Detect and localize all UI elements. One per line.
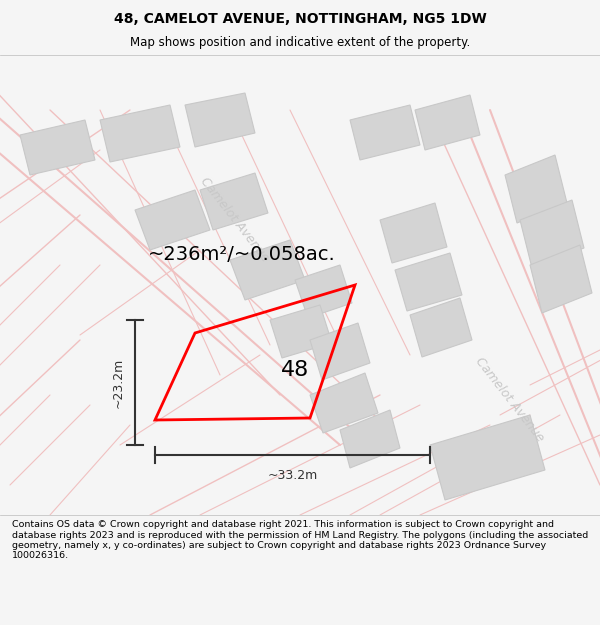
Polygon shape [395,253,462,311]
Polygon shape [380,203,447,263]
Polygon shape [20,120,95,175]
Polygon shape [310,373,378,433]
Polygon shape [530,245,592,313]
Text: ~236m²/~0.058ac.: ~236m²/~0.058ac. [148,246,336,264]
Text: Camelot Avenue: Camelot Avenue [198,175,272,265]
Polygon shape [410,298,472,357]
Polygon shape [270,305,332,358]
Text: Camelot Avenue: Camelot Avenue [473,355,547,445]
Polygon shape [350,105,420,160]
Polygon shape [415,95,480,150]
Polygon shape [520,200,584,268]
Polygon shape [185,93,255,147]
Polygon shape [505,155,567,223]
Text: 48: 48 [281,360,309,380]
Text: ~23.2m: ~23.2m [112,357,125,408]
Polygon shape [230,240,305,300]
Polygon shape [200,173,268,230]
Text: 48, CAMELOT AVENUE, NOTTINGHAM, NG5 1DW: 48, CAMELOT AVENUE, NOTTINGHAM, NG5 1DW [113,12,487,26]
Polygon shape [135,190,210,250]
Polygon shape [430,415,545,500]
Polygon shape [295,265,352,318]
Text: Map shows position and indicative extent of the property.: Map shows position and indicative extent… [130,36,470,49]
Polygon shape [100,105,180,162]
Polygon shape [340,410,400,468]
Polygon shape [310,323,370,380]
Text: ~33.2m: ~33.2m [268,469,317,482]
Text: Contains OS data © Crown copyright and database right 2021. This information is : Contains OS data © Crown copyright and d… [12,520,588,561]
